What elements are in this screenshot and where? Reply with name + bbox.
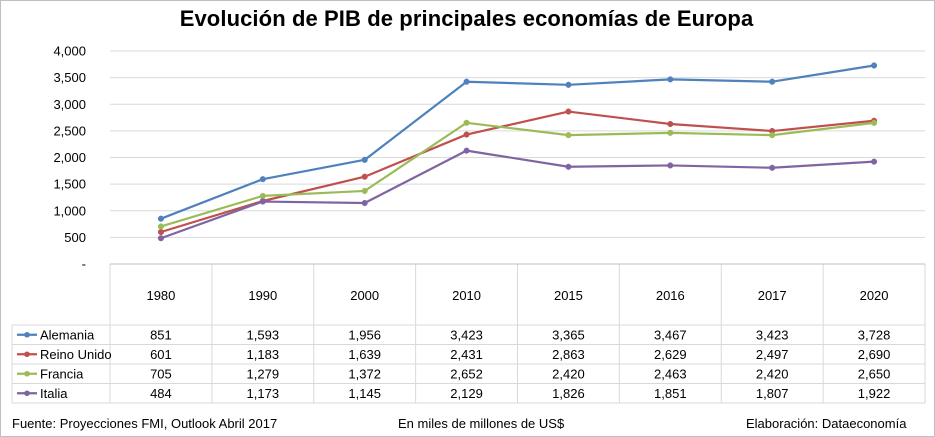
y-tick-label: 1,500 [53, 177, 86, 192]
source-note: Fuente: Proyecciones FMI, Outlook Abril … [12, 416, 278, 431]
series-line [160, 110, 875, 234]
x-tick-label: 2000 [350, 288, 379, 303]
legend-key-marker [24, 390, 30, 397]
data-label: 851 [150, 327, 172, 342]
data-point [259, 198, 266, 205]
data-label: 2,420 [552, 366, 585, 381]
data-label: 705 [150, 366, 172, 381]
data-label: 2,431 [450, 347, 483, 362]
y-tick-label: 500 [64, 230, 86, 245]
data-point [565, 132, 572, 139]
chart-title: Evolución de PIB de principales economía… [179, 6, 754, 31]
data-point [463, 78, 470, 85]
data-point [157, 223, 164, 230]
data-point [157, 235, 164, 242]
legend-key-marker [24, 370, 30, 377]
legend-key-marker [24, 351, 30, 358]
data-label: 2,863 [552, 347, 585, 362]
y-tick-label: 4,000 [53, 44, 86, 59]
x-tick-label: 1980 [146, 288, 175, 303]
y-tick-label: 2,500 [53, 123, 86, 138]
x-tick-label: 2017 [758, 288, 787, 303]
data-point [565, 108, 572, 115]
data-label: 3,365 [552, 327, 585, 342]
data-point [361, 156, 368, 163]
series-line [160, 121, 875, 228]
data-point [667, 162, 674, 169]
x-tick-label: 2016 [656, 288, 685, 303]
data-label: 1,922 [858, 386, 891, 401]
data-label: 3,423 [450, 327, 483, 342]
data-label: 2,652 [450, 366, 483, 381]
x-tick-label: 2010 [452, 288, 481, 303]
data-point [871, 62, 878, 69]
y-tick-label: 1,000 [53, 203, 86, 218]
data-label: 1,851 [654, 386, 687, 401]
data-label: 1,372 [348, 366, 381, 381]
data-point [463, 131, 470, 138]
data-label: 3,728 [858, 327, 891, 342]
data-label: 1,639 [348, 347, 381, 362]
data-point [565, 81, 572, 88]
data-point [259, 176, 266, 183]
legend-label: Alemania [40, 327, 95, 342]
data-point [157, 215, 164, 222]
data-label: 1,826 [552, 386, 585, 401]
data-label: 1,593 [247, 327, 280, 342]
data-label: 1,956 [348, 327, 381, 342]
data-label: 2,497 [756, 347, 789, 362]
legend-label: Italia [40, 386, 68, 401]
data-point [361, 199, 368, 207]
data-label: 2,463 [654, 366, 687, 381]
units-note: En miles de millones de US$ [398, 416, 565, 431]
data-point [667, 120, 674, 128]
series-line [160, 64, 875, 220]
y-tick-label: - [82, 257, 86, 272]
data-label: 2,650 [858, 366, 891, 381]
data-point [769, 78, 776, 85]
data-label: 601 [150, 347, 172, 362]
x-tick-label: 1990 [248, 288, 277, 303]
data-label: 1,183 [247, 347, 280, 362]
data-point [871, 158, 878, 165]
data-point [769, 164, 776, 171]
data-label: 1,807 [756, 386, 789, 401]
data-label: 3,467 [654, 327, 687, 342]
data-point [361, 173, 368, 180]
data-point [157, 228, 164, 236]
y-tick-label: 2,000 [53, 150, 86, 165]
data-label: 2,129 [450, 386, 483, 401]
data-label: 2,690 [858, 347, 891, 362]
data-point [871, 119, 878, 126]
credit-note: Elaboración: Dataeconomía [746, 416, 907, 431]
data-label: 484 [150, 386, 172, 401]
data-point [259, 192, 266, 199]
data-point [463, 119, 470, 126]
data-label: 1,145 [348, 386, 381, 401]
data-label: 1,173 [247, 386, 280, 401]
data-point [463, 147, 470, 154]
series-line [160, 149, 875, 240]
x-tick-label: 2020 [860, 288, 889, 303]
data-label: 2,420 [756, 366, 789, 381]
data-point [361, 187, 368, 194]
legend-key-marker [24, 331, 30, 338]
legend-label: Francia [40, 366, 84, 381]
data-point [667, 129, 674, 136]
data-label: 2,629 [654, 347, 687, 362]
data-point [667, 76, 674, 83]
y-tick-label: 3,500 [53, 70, 86, 85]
data-point [565, 163, 572, 170]
data-label: 1,279 [247, 366, 280, 381]
data-point [769, 132, 776, 139]
data-label: 3,423 [756, 327, 789, 342]
x-tick-label: 2015 [554, 288, 583, 303]
y-tick-label: 3,000 [53, 97, 86, 112]
legend-label: Reino Unido [40, 347, 112, 362]
